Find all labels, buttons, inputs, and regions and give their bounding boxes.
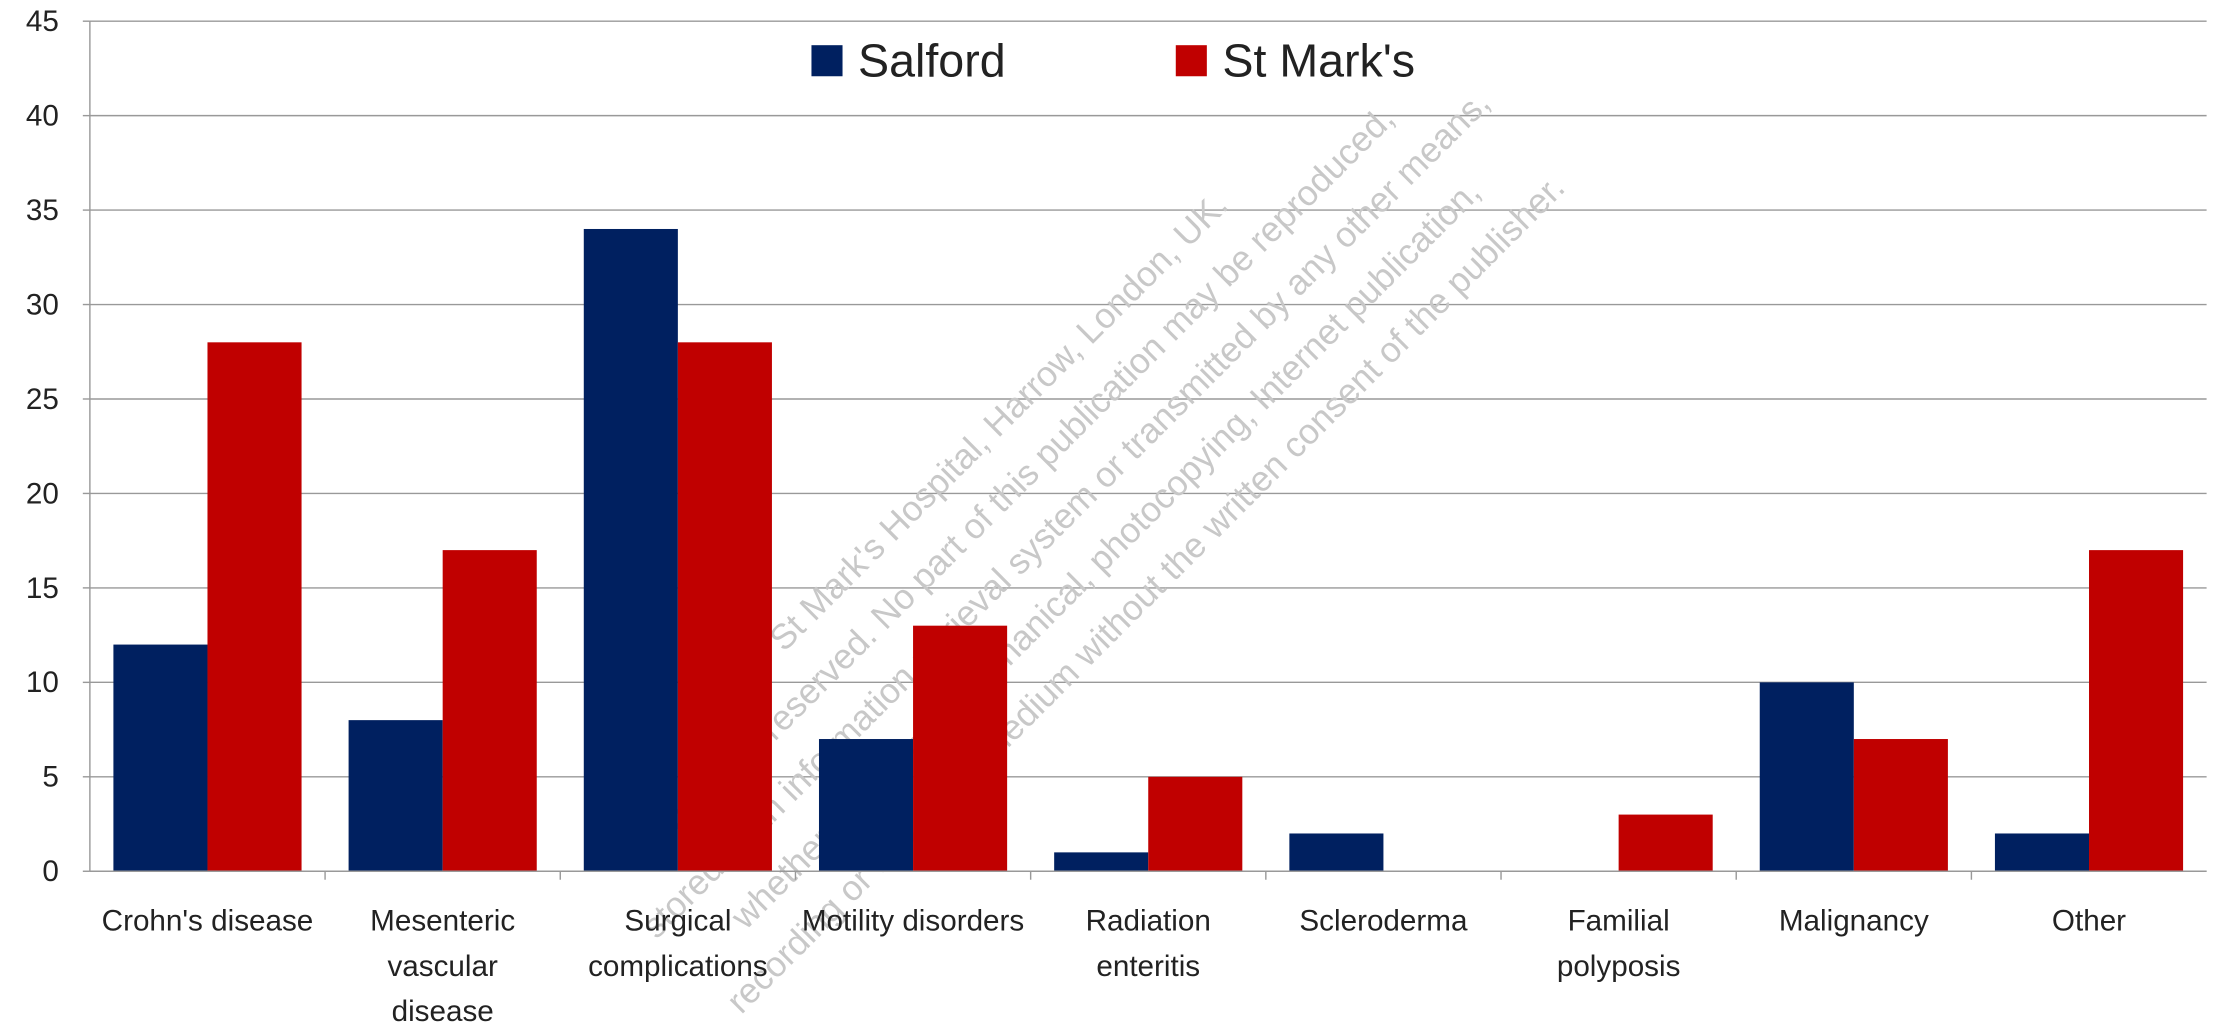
legend-label: St Mark's bbox=[1222, 34, 1415, 86]
y-tick-label: 25 bbox=[26, 383, 59, 416]
x-tick-label: Crohn's disease bbox=[102, 905, 314, 938]
y-tick-label: 35 bbox=[26, 194, 59, 227]
x-tick-label: Motility disorders bbox=[802, 905, 1024, 938]
legend-label: Salford bbox=[858, 34, 1006, 86]
y-tick-label: 40 bbox=[26, 100, 59, 133]
x-tick-label: Surgical complications bbox=[588, 905, 768, 983]
x-tick-label: Malignancy bbox=[1779, 905, 1929, 938]
x-tick-label: Mesenteric vascular disease bbox=[370, 905, 515, 1028]
bar bbox=[1853, 739, 1948, 872]
bar bbox=[1618, 814, 1713, 872]
bar bbox=[348, 720, 443, 872]
x-tick-label: Familial polyposis bbox=[1557, 905, 1681, 983]
y-tick-label: 0 bbox=[42, 855, 58, 888]
x-tick-label: Radiation enteritis bbox=[1086, 905, 1211, 983]
y-tick-label: 30 bbox=[26, 288, 59, 321]
y-tick-label: 10 bbox=[26, 666, 59, 699]
bar bbox=[1054, 852, 1149, 872]
y-tick-label: 5 bbox=[42, 761, 58, 794]
bar bbox=[583, 228, 678, 872]
bar bbox=[1289, 833, 1384, 872]
bar bbox=[1759, 682, 1854, 872]
y-tick-label: 15 bbox=[26, 572, 59, 605]
bar bbox=[2089, 550, 2184, 872]
x-tick-label: Scleroderma bbox=[1299, 905, 1468, 938]
bar bbox=[913, 625, 1008, 872]
y-tick-label: 45 bbox=[26, 5, 59, 38]
bar bbox=[1148, 776, 1243, 872]
bar bbox=[677, 342, 772, 872]
bar bbox=[207, 342, 302, 872]
legend-swatch bbox=[1175, 45, 1207, 77]
x-tick-label: Other bbox=[2052, 905, 2126, 938]
legend-swatch bbox=[811, 45, 843, 77]
bar bbox=[1994, 833, 2090, 872]
bar bbox=[818, 739, 914, 872]
y-tick-label: 20 bbox=[26, 477, 59, 510]
bar bbox=[113, 644, 208, 872]
bar bbox=[442, 550, 537, 872]
